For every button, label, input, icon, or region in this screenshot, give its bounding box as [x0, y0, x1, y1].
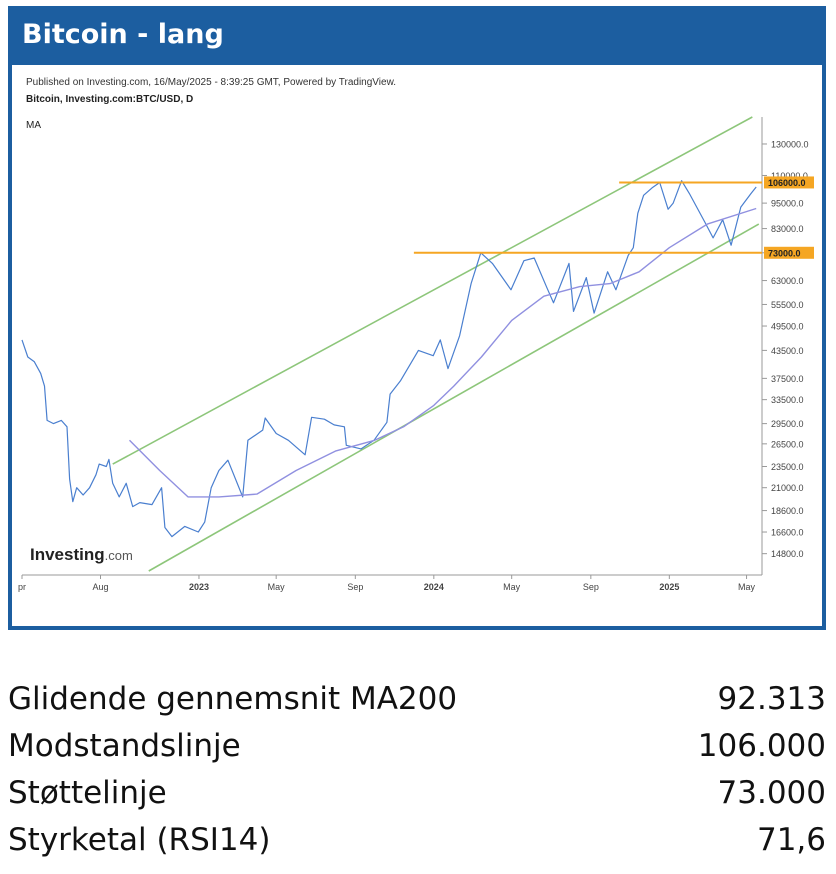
stat-row: Modstandslinje 106.000 [8, 723, 826, 770]
y-tick-label: 55500.0 [771, 300, 804, 310]
y-tick-label: 23500.0 [771, 462, 804, 472]
logo-bold: Investing [30, 545, 105, 564]
x-tick-label: 2024 [424, 582, 444, 592]
logo-light: .com [105, 548, 133, 563]
stat-value: 73.000 [717, 775, 826, 811]
instrument-text: Bitcoin, Investing.com:BTC/USD, D [26, 94, 193, 105]
level-label: 73000.0 [768, 248, 801, 258]
y-tick-label: 33500.0 [771, 395, 804, 405]
channel-lower-line [148, 223, 760, 572]
y-tick-label: 26500.0 [771, 439, 804, 449]
y-tick-label: 95000.0 [771, 199, 804, 209]
y-tick-label: 18600.0 [771, 506, 804, 516]
x-tick-label: May [503, 582, 521, 592]
y-tick-label: 29500.0 [771, 419, 804, 429]
y-tick-label: 130000.0 [771, 139, 809, 149]
x-tick-label: May [268, 582, 286, 592]
investing-logo: Investing.com [30, 545, 133, 564]
y-tick-label: 16600.0 [771, 528, 804, 538]
stat-value: 92.313 [717, 681, 826, 717]
ma200-series-line [129, 207, 757, 498]
y-tick-label: 37500.0 [771, 374, 804, 384]
y-tick-label: 43500.0 [771, 346, 804, 356]
stat-row: Støttelinje 73.000 [8, 770, 826, 817]
stat-label: Støttelinje [8, 775, 167, 811]
stat-label: Glidende gennemsnit MA200 [8, 681, 458, 717]
stat-row: Styrketal (RSI14) 71,6 [8, 817, 826, 864]
level-label-box [764, 246, 814, 259]
stats-table: Glidende gennemsnit MA200 92.313 Modstands… [8, 676, 826, 864]
stat-row: Glidende gennemsnit MA200 92.313 [8, 676, 826, 723]
y-tick-label: 14800.0 [771, 549, 804, 559]
y-tick-label: 83000.0 [771, 224, 804, 234]
x-tick-label: 2023 [189, 582, 209, 592]
channel-upper-line [112, 116, 753, 465]
indicator-text: MA [26, 120, 41, 131]
x-tick-label: pr [18, 582, 26, 592]
chart-area: Published on Investing.com, 16/May/2025 … [12, 65, 822, 626]
plot-layer: 130000.0 110000.0 95000.0 83000.0 63000.0 555… [18, 116, 814, 592]
stat-value: 71,6 [756, 822, 826, 858]
y-tick-label: 110000.0 [771, 171, 808, 181]
x-tick-label: Aug [92, 582, 108, 592]
price-chart: Published on Investing.com, 16/May/2025 … [18, 77, 814, 592]
stat-label: Modstandslinje [8, 728, 241, 764]
stat-value: 106.000 [697, 728, 826, 764]
y-tick-label: 21000.0 [771, 483, 804, 493]
published-text: Published on Investing.com, 16/May/2025 … [26, 77, 396, 88]
stat-label: Styrketal (RSI14) [8, 822, 271, 858]
x-tick-label: Sep [583, 582, 599, 592]
y-tick-label: 49500.0 [771, 322, 804, 332]
x-tick-label: Sep [347, 582, 363, 592]
price-series-line [21, 180, 757, 538]
x-tick-label: May [738, 582, 756, 592]
level-label: 106000.0 [768, 178, 806, 188]
x-tick-label: 2025 [659, 582, 679, 592]
chart-panel: Bitcoin - lang Published on Investing.co… [8, 6, 826, 630]
y-tick-label: 63000.0 [771, 276, 804, 286]
panel-title: Bitcoin - lang [22, 19, 224, 50]
level-label-box [764, 176, 814, 189]
